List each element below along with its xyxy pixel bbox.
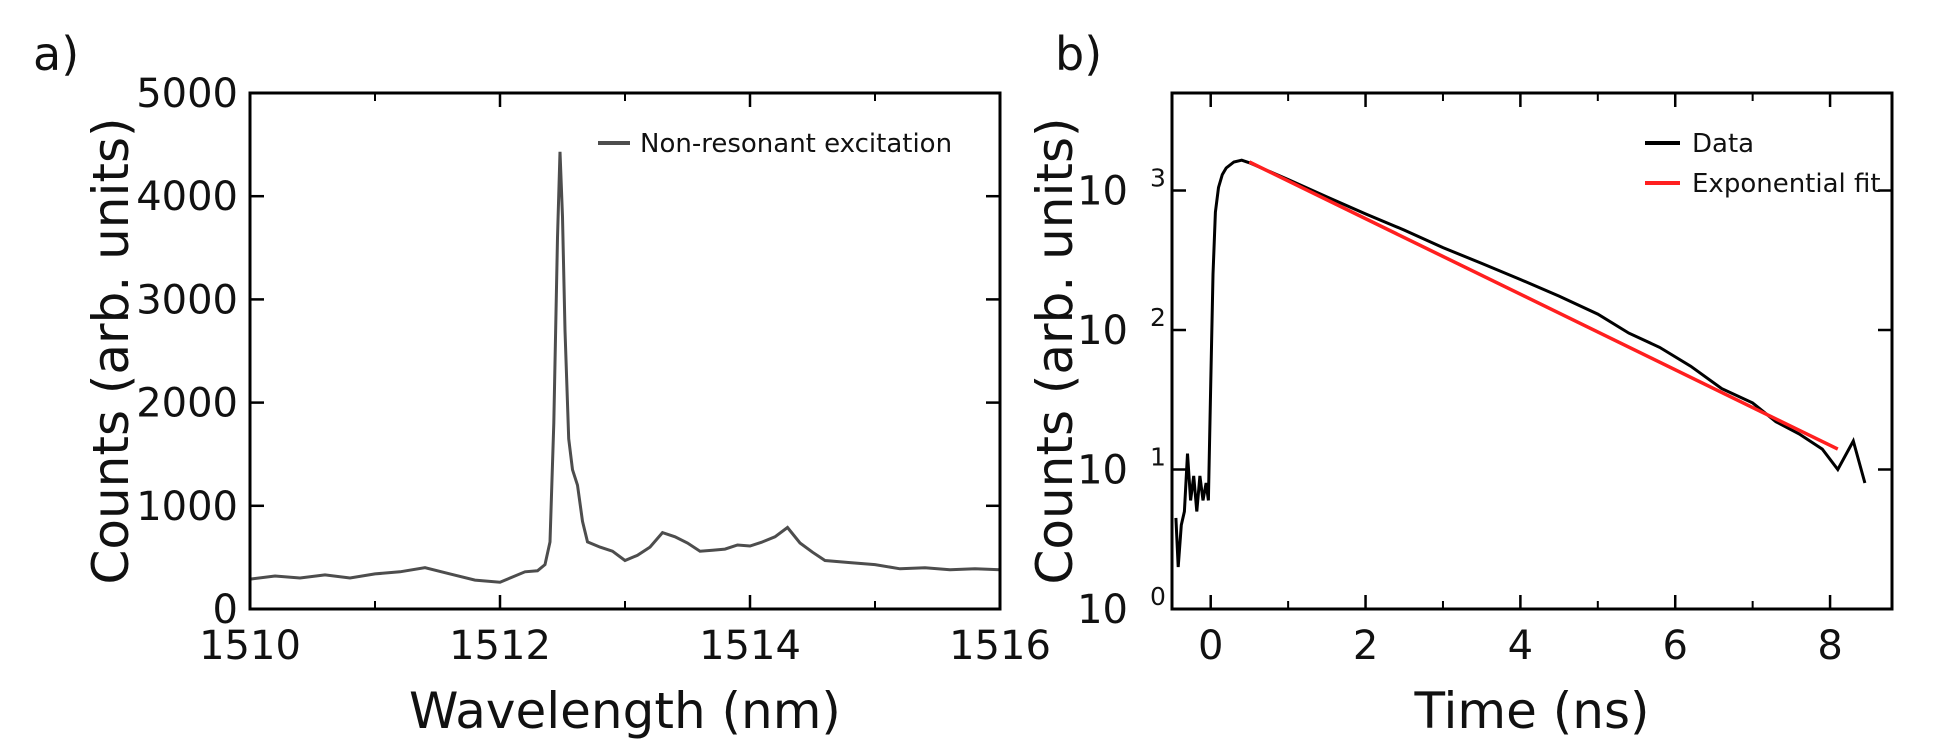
chart-a-xlabel: Wavelength (nm) — [409, 682, 841, 740]
chart-a-ytick-label: 5000 — [136, 71, 238, 117]
chart-a-ytick-label: 4000 — [136, 174, 238, 220]
chart-a-legend-label: Non-resonant excitation — [640, 129, 952, 159]
chart-b-data-line — [1174, 158, 1867, 568]
chart-b-xtick-label: 0 — [1198, 623, 1223, 669]
chart-a-ytick-label: 0 — [213, 587, 238, 633]
chart-b-ytick-label: 10 3 — [1077, 164, 1166, 215]
chart-b-xtick-label: 4 — [1508, 623, 1533, 669]
chart-b-ytick-label: 10 0 — [1077, 582, 1166, 633]
chart-b-fit-line — [1248, 160, 1839, 451]
chart-a-xtick-label: 1510 — [199, 623, 301, 669]
chart-a-series-line — [249, 151, 1001, 584]
chart-b-ylabel: Counts (arb. units) — [1026, 117, 1084, 584]
chart-b-legend-label-fit: Exponential fit — [1692, 169, 1881, 199]
chart-a-ticks: 1510 1512 1514 1516 0 1000 2000 3000 4000 5000 — [136, 71, 1051, 669]
chart-a: a) 1510 1512 1514 1516 0 1000 2000 3000 4000 5000… — [33, 27, 1051, 740]
chart-b-frame — [1170, 91, 1894, 611]
chart-b-xlabel: Time (ns) — [1413, 682, 1649, 740]
panel-label-b: b) — [1055, 27, 1102, 81]
chart-b-xtick-label: 8 — [1817, 623, 1842, 669]
chart-b-ytick-label: 10 2 — [1077, 303, 1166, 354]
chart-a-xtick-label: 1514 — [699, 623, 801, 669]
chart-a-xtick-label: 1512 — [449, 623, 551, 669]
chart-a-ytick-label: 1000 — [136, 484, 238, 530]
chart-a-ylabel: Counts (arb. units) — [82, 117, 140, 584]
chart-a-ytick-label: 3000 — [136, 277, 238, 323]
panel-label-a: a) — [33, 27, 79, 81]
chart-b-legend-label-data: Data — [1692, 129, 1754, 159]
chart-a-plot — [249, 151, 1001, 584]
chart-b-xtick-label: 6 — [1662, 623, 1687, 669]
chart-a-frame — [248, 91, 1002, 611]
chart-b-xtick-label: 2 — [1353, 623, 1378, 669]
chart-a-ytick-label: 2000 — [136, 381, 238, 427]
chart-b-plot — [1174, 158, 1867, 568]
chart-b-ytick-label: 10 1 — [1077, 443, 1166, 494]
chart-a-xtick-label: 1516 — [949, 623, 1051, 669]
